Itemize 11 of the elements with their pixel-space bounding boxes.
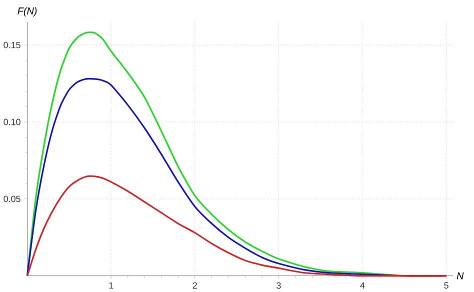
x-tick-label: 4 [360, 282, 365, 288]
line-series [26, 175, 448, 277]
y-tick-label: 0.15 [4, 42, 20, 48]
x-tick-label: 5 [444, 282, 448, 289]
x-tick-label: 3 [276, 282, 281, 289]
x-axis-title: N [456, 272, 464, 280]
x-tick-label: 2 [192, 282, 197, 289]
x-tick-label: 1 [109, 282, 114, 288]
y-tick-label: 0.05 [4, 196, 20, 202]
y-axis-title: F(N) [18, 7, 37, 16]
y-tick-label: 0.10 [4, 118, 20, 126]
